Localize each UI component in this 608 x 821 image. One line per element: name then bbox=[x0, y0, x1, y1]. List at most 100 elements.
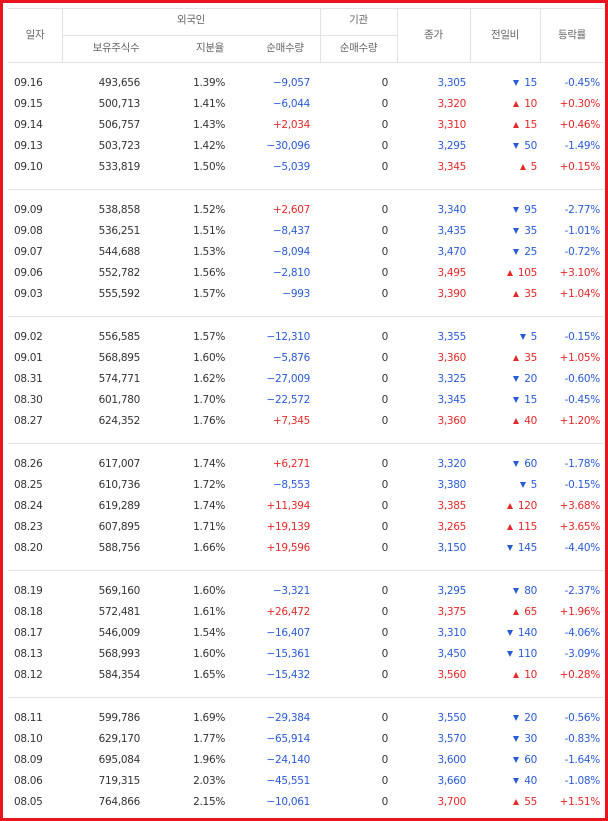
change: 140 bbox=[517, 627, 537, 639]
date: 08.26 bbox=[14, 458, 43, 470]
institution-net: 0 bbox=[381, 267, 389, 279]
date: 08.09 bbox=[14, 754, 43, 766]
trend-arrow bbox=[506, 545, 513, 551]
ratio: 1.60% bbox=[193, 648, 225, 660]
ratio: 1.50% bbox=[193, 161, 225, 173]
foreign-net: −2,810 bbox=[272, 267, 310, 279]
rate: -0.45% bbox=[564, 77, 601, 89]
close: 3,310 bbox=[437, 627, 466, 639]
institution-net: 0 bbox=[381, 775, 389, 787]
divider bbox=[8, 697, 604, 698]
trend-arrow bbox=[513, 355, 520, 361]
trend-arrow bbox=[513, 736, 520, 742]
trend-arrow bbox=[506, 503, 513, 509]
foreign-net: −65,914 bbox=[266, 733, 311, 745]
trend-arrow bbox=[513, 80, 520, 86]
foreign-net: −29,384 bbox=[266, 712, 311, 724]
close: 3,495 bbox=[437, 267, 466, 279]
institution-net: 0 bbox=[381, 606, 389, 618]
trend-arrow bbox=[513, 715, 520, 721]
divider bbox=[540, 8, 541, 62]
trend-arrow bbox=[506, 630, 513, 636]
date: 09.13 bbox=[14, 140, 43, 152]
holdings: 617,007 bbox=[98, 458, 141, 470]
change: 15 bbox=[524, 119, 537, 131]
change: 20 bbox=[524, 712, 537, 724]
divider bbox=[8, 8, 604, 9]
institution-net: 0 bbox=[381, 373, 389, 385]
trend-arrow bbox=[513, 207, 520, 213]
column-header: 보유주식수 bbox=[92, 42, 140, 54]
change: 145 bbox=[517, 542, 537, 554]
trend-arrow bbox=[513, 799, 520, 805]
change: 25 bbox=[524, 246, 537, 258]
column-header: 기관 bbox=[349, 14, 368, 26]
rate: -1.01% bbox=[564, 225, 601, 237]
change: 40 bbox=[524, 415, 537, 427]
institution-net: 0 bbox=[381, 669, 389, 681]
close: 3,345 bbox=[437, 394, 466, 406]
holdings: 533,819 bbox=[98, 161, 141, 173]
change: 10 bbox=[524, 669, 537, 681]
trend-arrow bbox=[513, 418, 520, 424]
change: 110 bbox=[517, 648, 537, 660]
ratio: 1.77% bbox=[193, 733, 225, 745]
date: 09.14 bbox=[14, 119, 43, 131]
foreign-net: −45,551 bbox=[266, 775, 311, 787]
foreign-net: −8,094 bbox=[272, 246, 310, 258]
change: 95 bbox=[524, 204, 537, 216]
change: 5 bbox=[530, 331, 538, 343]
close: 3,700 bbox=[437, 796, 466, 808]
rate: +3.68% bbox=[559, 500, 601, 512]
holdings: 552,782 bbox=[98, 267, 141, 279]
foreign-net: +7,345 bbox=[272, 415, 310, 427]
rate: -1.64% bbox=[564, 754, 601, 766]
rate: -2.37% bbox=[564, 585, 601, 597]
institution-net: 0 bbox=[381, 479, 389, 491]
holdings: 601,780 bbox=[98, 394, 141, 406]
foreign-net: −30,096 bbox=[266, 140, 311, 152]
close: 3,310 bbox=[437, 119, 466, 131]
trend-arrow bbox=[513, 609, 520, 615]
ratio: 1.96% bbox=[193, 754, 225, 766]
institution-net: 0 bbox=[381, 331, 389, 343]
institution-net: 0 bbox=[381, 288, 389, 300]
ratio: 1.51% bbox=[193, 225, 225, 237]
divider bbox=[470, 8, 471, 62]
divider bbox=[62, 35, 397, 36]
change: 15 bbox=[524, 394, 537, 406]
change: 105 bbox=[517, 267, 537, 279]
close: 3,385 bbox=[437, 500, 466, 512]
holdings: 719,315 bbox=[98, 775, 141, 787]
close: 3,390 bbox=[437, 288, 466, 300]
date: 09.09 bbox=[14, 204, 43, 216]
trend-arrow bbox=[513, 249, 520, 255]
close: 3,305 bbox=[437, 77, 466, 89]
rate: -4.06% bbox=[564, 627, 601, 639]
change: 50 bbox=[524, 140, 537, 152]
change: 65 bbox=[524, 606, 537, 618]
holdings: 500,713 bbox=[98, 98, 141, 110]
close: 3,325 bbox=[437, 373, 466, 385]
change: 10 bbox=[524, 98, 537, 110]
holdings: 568,895 bbox=[98, 352, 141, 364]
ratio: 1.74% bbox=[193, 458, 225, 470]
close: 3,560 bbox=[437, 669, 466, 681]
ratio: 1.39% bbox=[193, 77, 225, 89]
trend-arrow bbox=[513, 672, 520, 678]
institution-net: 0 bbox=[381, 521, 389, 533]
institution-net: 0 bbox=[381, 585, 389, 597]
ratio: 1.42% bbox=[193, 140, 225, 152]
rate: -1.78% bbox=[564, 458, 601, 470]
date: 08.18 bbox=[14, 606, 43, 618]
holdings: 506,757 bbox=[98, 119, 141, 131]
close: 3,660 bbox=[437, 775, 466, 787]
date: 08.23 bbox=[14, 521, 43, 533]
ratio: 1.65% bbox=[193, 669, 225, 681]
close: 3,150 bbox=[437, 542, 466, 554]
rate: -1.08% bbox=[564, 775, 601, 787]
close: 3,470 bbox=[437, 246, 466, 258]
trend-arrow bbox=[513, 757, 520, 763]
institution-net: 0 bbox=[381, 246, 389, 258]
date: 08.13 bbox=[14, 648, 43, 660]
